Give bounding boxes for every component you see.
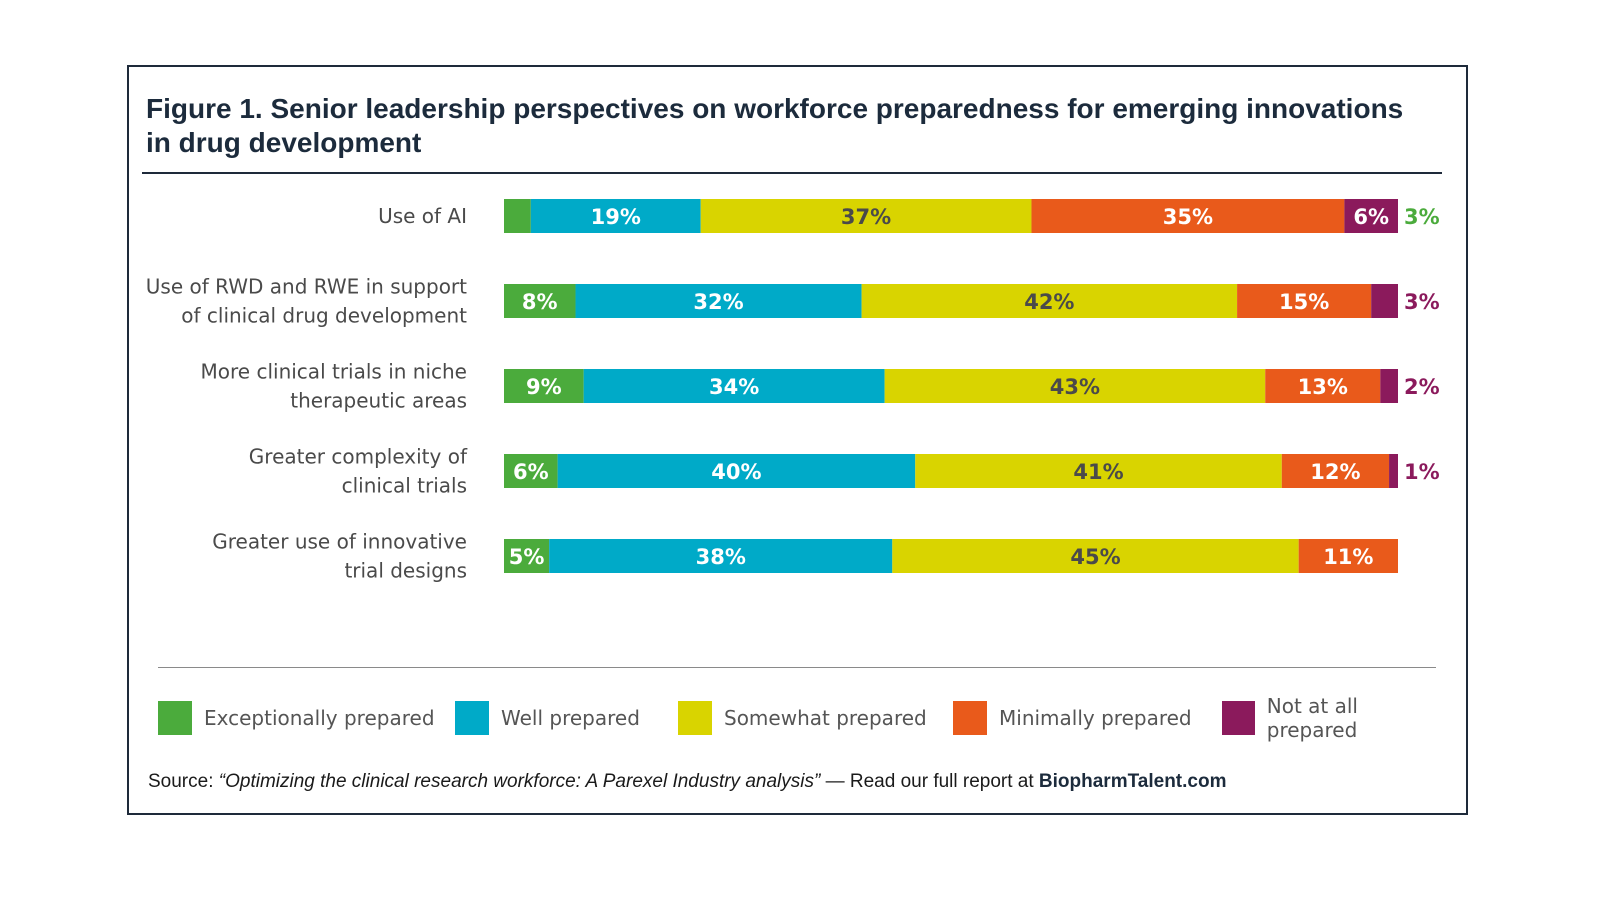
data-label: 6%	[1353, 205, 1389, 229]
legend-label: Somewhat prepared	[724, 706, 927, 730]
legend-item: Minimally prepared	[953, 700, 1192, 736]
bar-segment	[1298, 539, 1398, 573]
bar-segment	[892, 539, 1299, 573]
bar-segment	[1281, 454, 1390, 488]
data-label: 37%	[841, 205, 891, 229]
category-label: Use of AI	[378, 204, 467, 228]
source-note: Source: “Optimizing the clinical researc…	[148, 771, 1448, 793]
category-label-line: Use of AI	[378, 204, 467, 228]
bar-segment	[1371, 284, 1398, 318]
data-label: 15%	[1279, 290, 1329, 314]
data-label: 13%	[1298, 375, 1348, 399]
category-label: Greater use of innovative trial designs	[212, 530, 467, 583]
data-label: 9%	[526, 375, 562, 399]
category-label-line: Greater complexity of	[249, 445, 468, 469]
data-label: 34%	[709, 375, 759, 399]
category-label-line: Use of RWD and RWE in support	[146, 275, 467, 299]
category-label: More clinical trials in niche therapeutic…	[201, 360, 467, 413]
data-label: 1%	[1404, 460, 1440, 484]
category-label-line: trial designs	[344, 559, 467, 583]
legend-divider	[158, 667, 1436, 668]
category-label: Greater complexity of clinical trials	[249, 445, 468, 498]
bar-segment	[549, 539, 893, 573]
source-report-title: “Optimizing the clinical research workfo…	[218, 771, 821, 792]
legend-label: Well prepared	[501, 706, 640, 730]
data-label: 45%	[1070, 545, 1120, 569]
bar-segment	[1031, 199, 1345, 233]
data-label: 8%	[522, 290, 558, 314]
legend: Exceptionally prepared Well prepared Somew…	[158, 694, 1448, 742]
data-label: 3%	[1404, 290, 1440, 314]
data-label: 38%	[696, 545, 746, 569]
legend-item: Exceptionally prepared	[158, 700, 435, 736]
data-label: 35%	[1163, 205, 1213, 229]
legend-swatch	[953, 701, 987, 735]
source-prefix: Source:	[148, 771, 219, 792]
category-label-line: of clinical drug development	[181, 304, 467, 328]
source-site-link[interactable]: BiopharmTalent.com	[1038, 771, 1227, 792]
category-label-line: Greater use of innovative	[212, 530, 467, 554]
bar-segment	[557, 454, 916, 488]
legend-label: Minimally prepared	[999, 706, 1192, 730]
legend-swatch	[678, 701, 712, 735]
bar-segment	[1344, 199, 1398, 233]
data-label: 19%	[591, 205, 641, 229]
data-label: 3%	[1404, 205, 1440, 229]
bar-segment	[915, 454, 1282, 488]
stacked-bar-chart: Use of AI 3% 19% 37% 35% 6% Use of RWD and RWE…	[146, 199, 1440, 583]
data-label: 12%	[1310, 460, 1360, 484]
data-label: 5%	[509, 545, 545, 569]
bar-segment	[700, 199, 1032, 233]
legend-label: Exceptionally prepared	[204, 706, 435, 730]
bar-segment	[575, 284, 862, 318]
bar-segment	[530, 199, 701, 233]
bar-segment	[504, 284, 576, 318]
legend-item: Somewhat prepared	[678, 700, 927, 736]
data-label: 2%	[1404, 375, 1440, 399]
data-label: 6%	[513, 460, 549, 484]
legend-swatch	[1222, 701, 1255, 735]
bar-segment	[861, 284, 1238, 318]
bar-segment	[1389, 454, 1398, 488]
bar-segment	[504, 454, 558, 488]
bar-segment	[504, 539, 550, 573]
data-label: 42%	[1024, 290, 1074, 314]
legend-item: Not at all prepared	[1222, 694, 1448, 742]
category-label-line: therapeutic areas	[290, 389, 467, 413]
bar-segment	[884, 369, 1266, 403]
source-cta: Read our full report at	[849, 771, 1039, 792]
chart-title: Figure 1. Senior leadership perspectives…	[146, 93, 1404, 158]
category-label: Use of RWD and RWE in support of clinical…	[146, 275, 467, 328]
source-separator: —	[820, 771, 850, 792]
data-label: 43%	[1050, 375, 1100, 399]
bar-segment	[583, 369, 885, 403]
data-label: 40%	[711, 460, 761, 484]
bar-segment	[1237, 284, 1372, 318]
bar-segment	[504, 369, 584, 403]
legend-swatch	[158, 701, 192, 735]
legend-label: Not at all prepared	[1266, 694, 1358, 742]
bar-segment	[504, 199, 531, 233]
bar-segment	[1265, 369, 1381, 403]
figure-frame	[127, 65, 1468, 815]
data-label: 41%	[1073, 460, 1123, 484]
title-divider	[142, 172, 1442, 174]
bar-segment	[1380, 369, 1398, 403]
legend-swatch	[455, 701, 489, 735]
data-label: 11%	[1323, 545, 1373, 569]
category-label-line: More clinical trials in niche	[201, 360, 467, 384]
category-label-line: clinical trials	[342, 474, 467, 498]
legend-item: Well prepared	[455, 700, 640, 736]
data-label: 32%	[693, 290, 743, 314]
